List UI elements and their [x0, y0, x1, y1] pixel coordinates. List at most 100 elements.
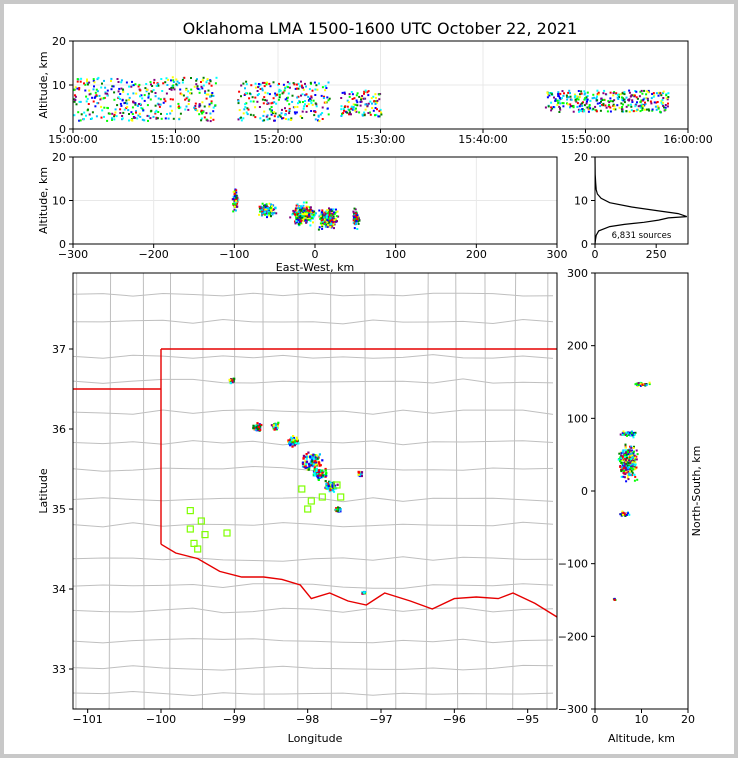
source-point	[337, 506, 340, 509]
source-point	[260, 214, 263, 217]
source-point	[193, 106, 196, 109]
source-point	[202, 84, 205, 87]
source-point	[83, 118, 85, 121]
source-point	[665, 94, 668, 97]
source-point	[551, 107, 554, 110]
source-point	[304, 217, 306, 220]
source-point	[295, 212, 298, 215]
source-point	[374, 93, 377, 96]
source-point	[256, 94, 259, 97]
source-point	[360, 97, 363, 100]
source-point	[274, 92, 277, 95]
source-point	[561, 90, 564, 93]
source-point	[579, 109, 582, 111]
source-point	[268, 117, 271, 120]
source-point	[629, 434, 632, 437]
source-point	[561, 102, 564, 105]
source-point	[200, 85, 203, 88]
source-point	[171, 98, 174, 101]
source-point	[628, 431, 631, 434]
source-point	[325, 484, 328, 487]
source-point	[317, 115, 320, 118]
source-point	[367, 102, 370, 105]
source-point	[311, 456, 314, 459]
source-point	[354, 103, 357, 106]
source-point	[195, 79, 198, 82]
source-point	[628, 467, 631, 470]
source-point	[175, 78, 178, 81]
source-point	[581, 108, 584, 111]
source-point	[240, 119, 243, 122]
source-point	[639, 110, 642, 113]
source-point	[287, 439, 290, 442]
source-point	[288, 441, 291, 444]
lma-station-marker	[318, 493, 326, 501]
source-point	[118, 87, 121, 90]
source-point	[627, 432, 629, 435]
source-point	[264, 99, 267, 102]
source-point	[103, 79, 105, 82]
source-point	[307, 212, 310, 215]
source-point	[620, 102, 623, 105]
source-point	[314, 463, 317, 466]
source-point	[664, 104, 667, 106]
source-point	[621, 108, 624, 111]
source-point	[600, 97, 603, 100]
source-point	[369, 113, 372, 116]
county-line	[73, 583, 554, 589]
source-point	[623, 98, 626, 101]
source-point	[630, 94, 633, 97]
source-point	[570, 98, 573, 101]
source-point	[94, 95, 97, 98]
source-point	[626, 459, 629, 462]
source-point	[326, 219, 329, 222]
source-point	[667, 92, 670, 95]
source-point	[299, 213, 301, 216]
source-point	[148, 115, 150, 118]
source-point	[232, 202, 235, 205]
source-point	[631, 461, 634, 464]
source-point	[622, 103, 624, 106]
source-point	[274, 112, 277, 115]
plot-frame	[72, 40, 689, 130]
source-point	[111, 118, 113, 121]
source-point	[232, 210, 235, 213]
source-point	[95, 94, 98, 97]
source-point	[111, 112, 114, 115]
source-point	[633, 479, 636, 482]
x-tick-label: −101	[73, 713, 103, 726]
source-point	[355, 99, 358, 102]
source-point	[175, 83, 178, 86]
source-point	[553, 96, 555, 99]
source-point	[132, 84, 135, 87]
source-point	[652, 95, 655, 98]
source-point	[635, 90, 638, 93]
source-point	[587, 110, 590, 113]
source-point	[604, 93, 607, 96]
source-point	[569, 105, 572, 107]
source-point	[270, 209, 272, 212]
source-point	[234, 199, 236, 202]
source-point	[88, 81, 91, 84]
source-point	[661, 103, 664, 106]
source-point	[633, 465, 636, 468]
source-point	[645, 384, 648, 387]
source-point	[660, 94, 663, 97]
source-point	[271, 212, 274, 215]
source-point	[264, 206, 267, 209]
x-tick-label: 16:00:00	[663, 133, 712, 146]
source-point	[198, 113, 201, 116]
source-point	[330, 222, 333, 225]
source-point	[76, 80, 79, 83]
source-point	[547, 105, 550, 108]
source-point	[342, 112, 345, 115]
source-point	[238, 90, 241, 93]
source-point	[128, 85, 131, 88]
source-point	[301, 93, 304, 96]
source-point	[235, 198, 238, 200]
source-point	[256, 100, 259, 103]
source-point	[324, 469, 327, 472]
source-point	[631, 471, 634, 474]
source-point	[169, 98, 172, 101]
source-point	[185, 88, 188, 91]
